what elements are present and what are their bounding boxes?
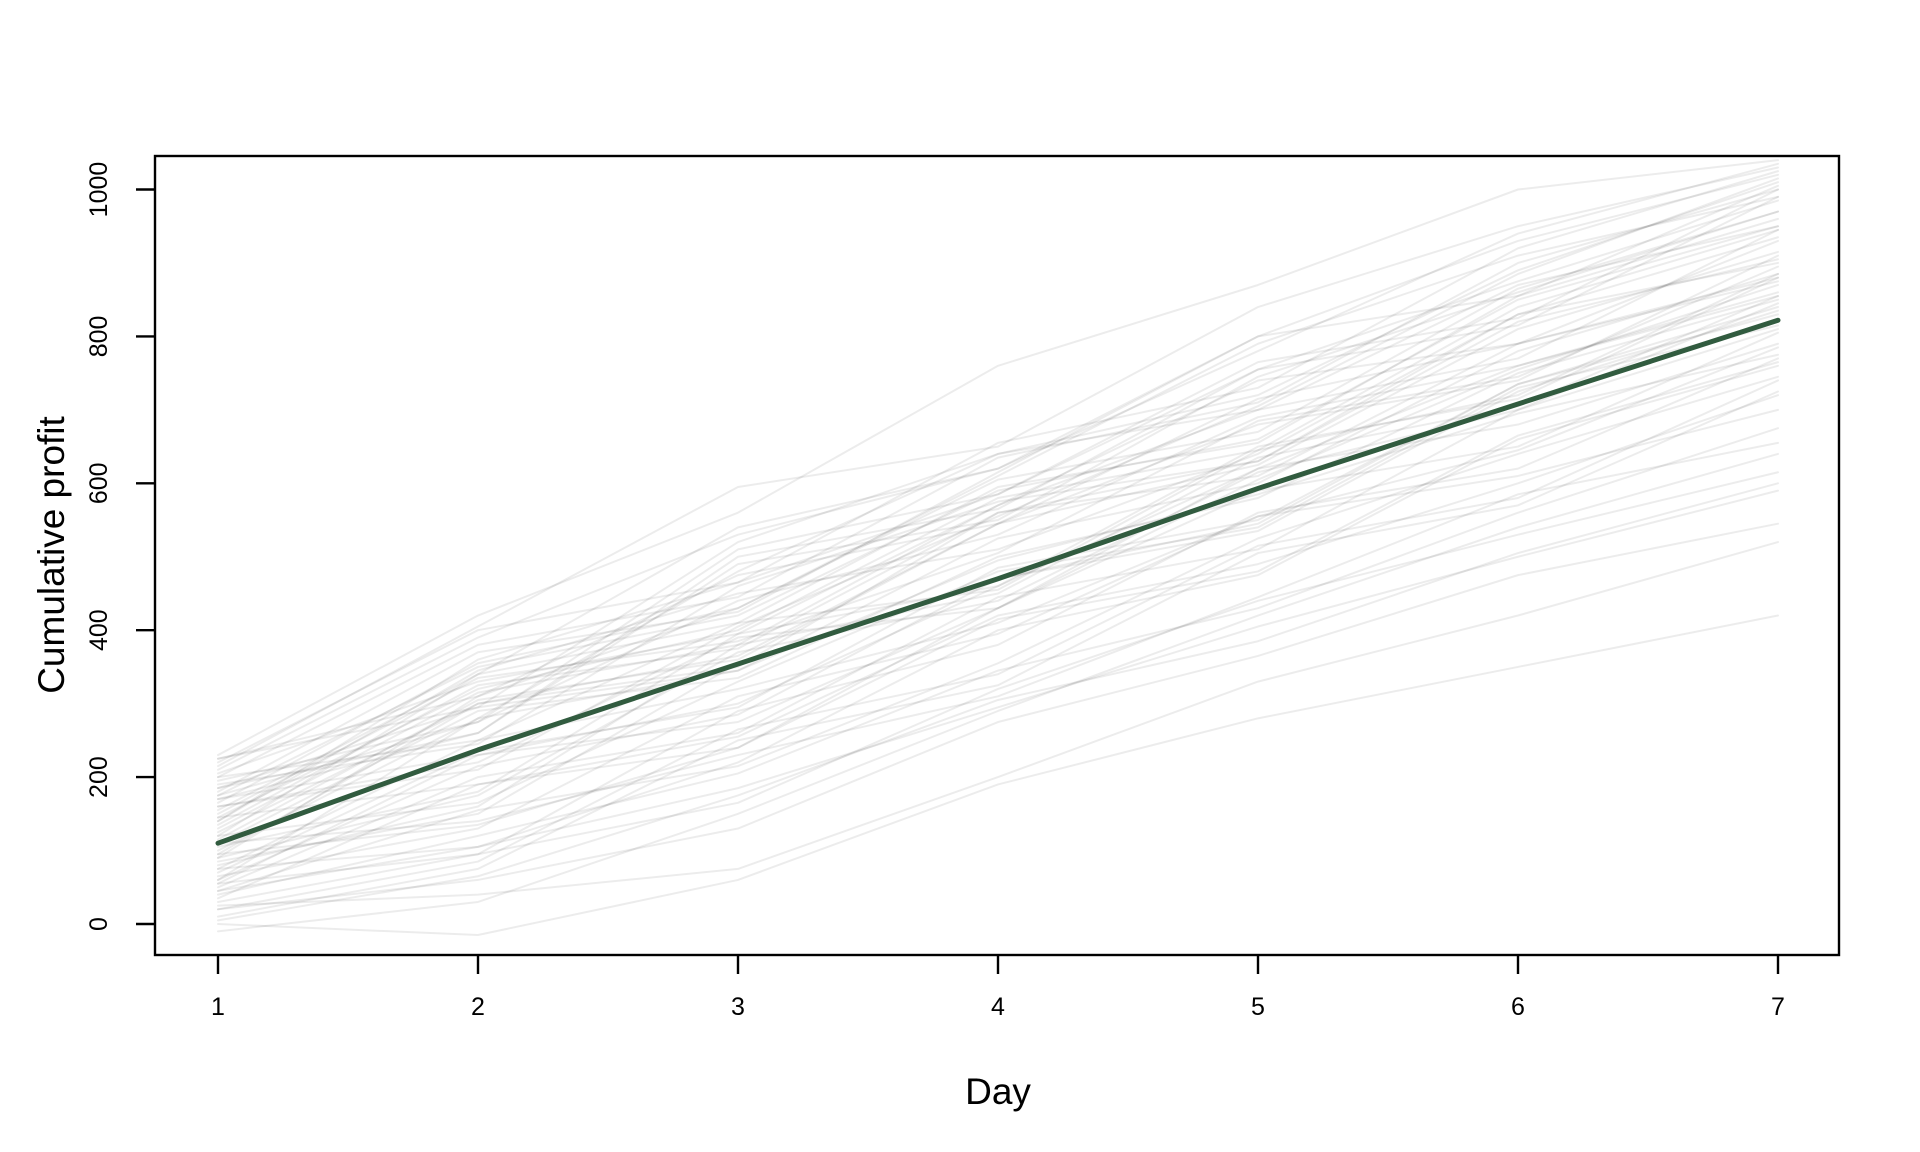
simulated-cumulative-profit-paths [217,195,1779,790]
simulated-cumulative-profit-paths [217,173,1779,771]
simulated-cumulative-profit-paths [217,346,1779,878]
y-tick-label: 200 [85,756,113,798]
simulated-cumulative-profit-paths [217,342,1779,801]
simulated-cumulative-profit-paths [217,379,1779,911]
simulated-cumulative-profit-paths [217,427,1779,896]
simulated-cumulative-profit-paths [217,162,1779,837]
simulated-cumulative-profit-paths [217,159,1779,757]
simulated-cumulative-profit-paths [217,328,1779,889]
simulated-cumulative-profit-paths [217,258,1779,786]
x-tick-label: 1 [211,993,225,1021]
simulated-cumulative-profit-paths [217,302,1779,859]
simulated-cumulative-profit-paths [217,254,1779,841]
simulated-cumulative-profit-paths [217,522,1779,911]
simulated-cumulative-profit-paths [217,357,1779,903]
simulated-cumulative-profit-paths [217,353,1779,790]
simulated-cumulative-profit-paths [217,181,1779,881]
simulated-cumulative-profit-paths [217,298,1779,845]
y-axis-title: Cumulative profit [31,416,72,694]
simulated-cumulative-profit-paths [217,210,1779,804]
y-tick-label: 600 [85,462,113,504]
simulated-cumulative-profit-paths [217,283,1779,856]
simulated-cumulative-profit-paths [217,188,1779,779]
y-tick-label: 800 [85,316,113,358]
simulated-cumulative-profit-paths [217,210,1779,801]
simulated-cumulative-profit-paths [217,228,1779,830]
y-tick-label: 0 [85,917,113,931]
simulated-cumulative-profit-paths [217,408,1779,779]
simulated-cumulative-profit-paths [217,324,1779,837]
simulated-cumulative-profit-paths [217,452,1779,933]
simulated-cumulative-profit-paths [217,265,1779,815]
x-tick-label: 6 [1511,993,1525,1021]
simulated-cumulative-profit-paths [217,394,1779,819]
simulated-cumulative-profit-paths [217,188,1779,782]
simulated-cumulative-profit-paths [217,276,1779,856]
simulated-cumulative-profit-paths [217,361,1779,900]
simulated-cumulative-profit-paths [217,177,1779,808]
simulated-cumulative-profit-paths [217,166,1779,768]
simulated-cumulative-profit-paths [217,441,1779,845]
simulated-cumulative-profit-paths [217,217,1779,812]
simulated-cumulative-profit-paths [217,225,1779,760]
x-tick-label: 7 [1771,993,1785,1021]
simulated-cumulative-profit-paths [217,471,1779,885]
simulated-cumulative-profit-paths [217,239,1779,775]
simulated-cumulative-profit-paths [217,375,1779,892]
simulated-cumulative-profit-paths [217,614,1779,937]
simulated-cumulative-profit-paths [217,272,1779,852]
simulated-cumulative-profit-paths [217,331,1779,885]
simulated-cumulative-profit-paths [217,291,1779,797]
simulated-cumulative-profit-paths [217,272,1779,870]
x-tick-label: 2 [471,993,485,1021]
simulated-cumulative-profit-paths [217,225,1779,797]
simulated-cumulative-profit-paths [217,195,1779,859]
simulated-cumulative-profit-paths [217,489,1779,870]
simulated-cumulative-profit-paths [217,236,1779,826]
plot-area [215,159,1781,937]
simulated-cumulative-profit-paths [217,276,1779,848]
simulated-cumulative-profit-paths [217,482,1779,922]
simulated-cumulative-profit-paths [217,364,1779,892]
mean-cumulative-profit [215,317,1781,846]
x-axis-title: Day [965,1071,1031,1112]
simulated-cumulative-profit-paths [217,250,1779,834]
simulated-cumulative-profit-paths [217,295,1779,808]
simulated-cumulative-profit-paths [217,390,1779,918]
simulated-cumulative-profit-paths [217,184,1779,793]
simulated-cumulative-profit-paths [217,199,1779,823]
simulated-cumulative-profit-paths [217,541,1779,907]
simulated-cumulative-profit-paths [217,280,1779,760]
x-tick-label: 3 [731,993,745,1021]
y-tick-label: 1000 [85,162,113,218]
simulated-cumulative-profit-paths [217,261,1779,823]
x-tick-label: 4 [991,993,1005,1021]
y-tick-label: 400 [85,609,113,651]
x-tick-label: 5 [1251,993,1265,1021]
simulated-cumulative-profit-paths [217,170,1779,764]
simulated-cumulative-profit-paths [217,228,1779,819]
